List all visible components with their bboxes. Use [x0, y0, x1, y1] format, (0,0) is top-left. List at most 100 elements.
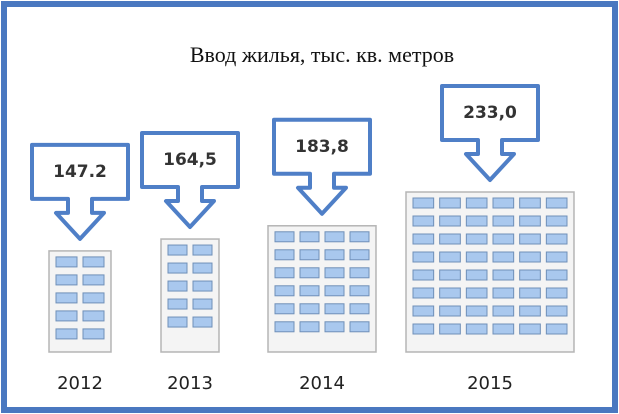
chart-title: Ввод жилья, тыс. кв. метров	[190, 42, 454, 67]
window	[546, 270, 567, 280]
window	[350, 322, 369, 332]
window	[466, 234, 487, 244]
window	[546, 198, 567, 208]
window	[275, 304, 294, 314]
window	[325, 322, 344, 332]
window	[546, 324, 567, 334]
window	[520, 198, 541, 208]
window	[466, 288, 487, 298]
window	[466, 252, 487, 262]
window	[56, 257, 77, 267]
window	[300, 250, 319, 260]
window	[440, 234, 461, 244]
window	[168, 317, 187, 327]
window	[83, 311, 104, 321]
window	[520, 234, 541, 244]
chart: Ввод жилья, тыс. кв. метров 147.22012164…	[0, 0, 619, 414]
window	[168, 245, 187, 255]
window	[300, 232, 319, 242]
window	[493, 234, 514, 244]
window	[520, 288, 541, 298]
window	[325, 268, 344, 278]
window	[350, 232, 369, 242]
window	[193, 281, 212, 291]
window	[493, 324, 514, 334]
value-label: 233,0	[463, 103, 517, 123]
window	[546, 234, 567, 244]
window	[83, 275, 104, 285]
window	[350, 286, 369, 296]
window	[413, 252, 434, 262]
window	[168, 299, 187, 309]
window	[440, 198, 461, 208]
window	[83, 257, 104, 267]
window	[466, 198, 487, 208]
window	[493, 270, 514, 280]
window	[275, 268, 294, 278]
window	[193, 317, 212, 327]
window	[325, 286, 344, 296]
window	[520, 252, 541, 262]
window	[413, 288, 434, 298]
value-label: 147.2	[53, 162, 107, 182]
window	[56, 293, 77, 303]
window	[546, 216, 567, 226]
window	[466, 270, 487, 280]
window	[413, 270, 434, 280]
window	[275, 232, 294, 242]
window	[193, 245, 212, 255]
window	[520, 324, 541, 334]
window	[168, 281, 187, 291]
window	[440, 216, 461, 226]
x-tick-label: 2013	[167, 373, 213, 394]
window	[83, 329, 104, 339]
window	[325, 250, 344, 260]
window	[275, 250, 294, 260]
window	[493, 252, 514, 262]
window	[300, 322, 319, 332]
window	[83, 293, 104, 303]
window	[56, 311, 77, 321]
window	[493, 306, 514, 316]
window	[413, 234, 434, 244]
window	[466, 306, 487, 316]
window	[440, 324, 461, 334]
window	[493, 288, 514, 298]
value-label: 164,5	[163, 150, 217, 170]
window	[520, 270, 541, 280]
window	[350, 304, 369, 314]
window	[493, 198, 514, 208]
building	[161, 239, 219, 352]
window	[493, 216, 514, 226]
window	[56, 329, 77, 339]
window	[193, 299, 212, 309]
window	[520, 306, 541, 316]
window	[440, 252, 461, 262]
window	[300, 268, 319, 278]
window	[546, 306, 567, 316]
x-tick-label: 2014	[299, 373, 345, 394]
window	[300, 304, 319, 314]
window	[350, 268, 369, 278]
window	[546, 252, 567, 262]
window	[413, 324, 434, 334]
window	[193, 263, 212, 273]
window	[275, 286, 294, 296]
window	[300, 286, 319, 296]
window	[325, 304, 344, 314]
window	[168, 263, 187, 273]
window	[275, 322, 294, 332]
window	[546, 288, 567, 298]
window	[350, 250, 369, 260]
window	[56, 275, 77, 285]
window	[520, 216, 541, 226]
window	[466, 324, 487, 334]
window	[413, 216, 434, 226]
window	[466, 216, 487, 226]
window	[440, 270, 461, 280]
window	[413, 306, 434, 316]
value-label: 183,8	[295, 137, 349, 157]
window	[440, 306, 461, 316]
x-tick-label: 2015	[467, 373, 513, 394]
window	[413, 198, 434, 208]
